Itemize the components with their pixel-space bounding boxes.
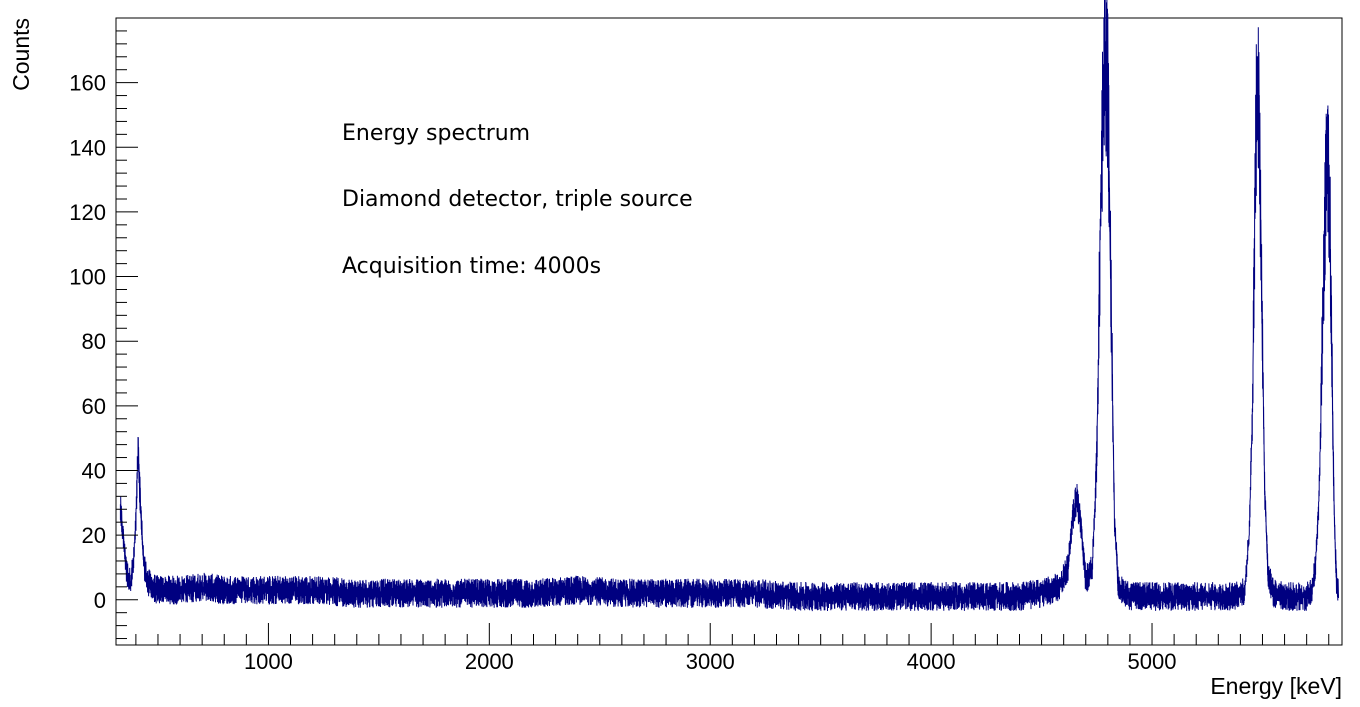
y-tick-label: 140 [69, 135, 106, 160]
x-tick-label: 5000 [1128, 649, 1177, 674]
x-tick-label: 4000 [907, 649, 956, 674]
x-tick-label: 3000 [686, 649, 735, 674]
y-tick-label: 100 [69, 265, 106, 290]
annotation-detector: Diamond detector, triple source [342, 187, 693, 212]
y-tick-label: 80 [82, 329, 106, 354]
y-tick-label: 40 [82, 458, 106, 483]
annotation-title: Energy spectrum [342, 121, 530, 146]
y-axis-title: Counts [8, 18, 34, 91]
x-tick-label: 1000 [244, 649, 293, 674]
y-tick-label: 20 [82, 523, 106, 548]
y-tick-label: 0 [94, 588, 106, 613]
annotation-acquisition-time: Acquisition time: 4000s [342, 254, 601, 279]
plot-frame [115, 17, 1343, 646]
y-tick-label: 120 [69, 200, 106, 225]
y-tick-label: 160 [69, 71, 106, 96]
x-axis-title: Energy [keV] [1210, 673, 1342, 699]
series-0-trace [119, 0, 1339, 612]
x-tick-label: 2000 [465, 649, 514, 674]
y-tick-label: 60 [82, 394, 106, 419]
